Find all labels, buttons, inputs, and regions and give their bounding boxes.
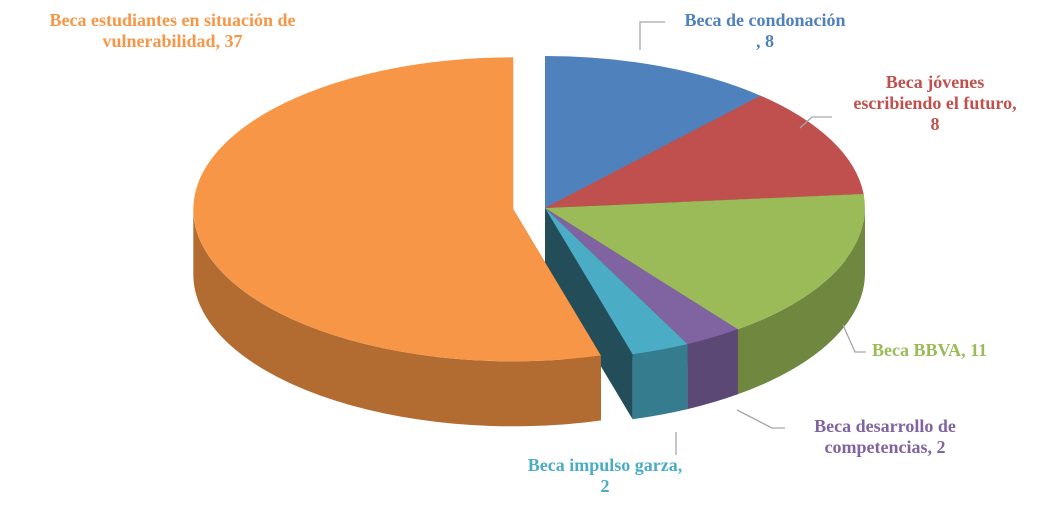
leader-line: [799, 116, 832, 129]
data-label: Beca estudiantes en situación de vulnera…: [49, 10, 296, 51]
slice-wall: [193, 209, 601, 427]
leader-line: [736, 409, 785, 429]
data-label: Beca impulso garza, 2: [527, 455, 683, 496]
data-label: Beca jóvenes escribiendo el futuro, 8: [853, 72, 1017, 134]
slice: [545, 56, 761, 208]
slice-wall: [687, 329, 738, 410]
slice: [545, 194, 865, 330]
slice-wall: [737, 208, 865, 395]
slice: [545, 95, 864, 208]
slice: [545, 208, 738, 345]
slice: [545, 208, 688, 355]
leader-line: [639, 21, 665, 50]
slice-wall: [632, 344, 688, 420]
data-label: Beca desarrollo de competencias, 2: [814, 416, 956, 457]
data-label: Beca BBVA, 11: [872, 340, 988, 360]
slice: [193, 57, 601, 362]
leader-line: [842, 324, 866, 353]
data-label: Beca de condonación , 8: [684, 10, 846, 51]
slice-side: [545, 208, 633, 420]
